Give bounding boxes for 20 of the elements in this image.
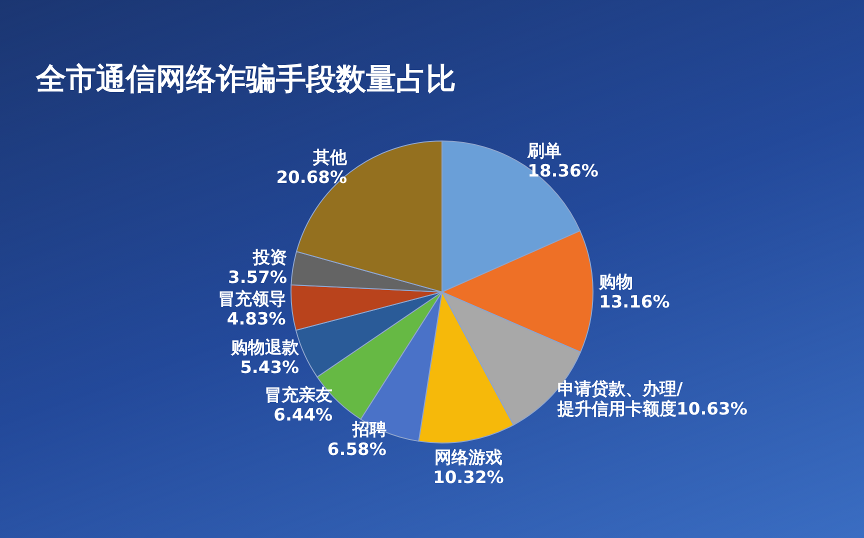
data-label: 18.36% xyxy=(528,161,598,182)
data-label: 10.32% xyxy=(433,468,504,488)
slice-label: 申请贷款、办理/提升信用卡额度10.63% xyxy=(556,379,748,420)
slice-label: 冒充亲友 xyxy=(264,386,333,406)
slice-label: 网络游戏 xyxy=(434,448,502,468)
chart-title: 全市通信网络诈骗手段数量占比 xyxy=(36,61,456,99)
slice-label: 招聘 xyxy=(351,420,386,440)
slice-label: 购物退款 xyxy=(230,338,300,358)
slice-label: 冒充领导 xyxy=(218,289,286,310)
slice-label: 其他 xyxy=(312,148,348,168)
slice-label: 购物 xyxy=(598,272,633,292)
data-label: 6.58% xyxy=(327,440,386,460)
data-label: 5.43% xyxy=(240,358,300,378)
slice-label: 投资 xyxy=(252,248,287,268)
data-label: 4.83% xyxy=(226,309,286,330)
data-label: 20.68% xyxy=(276,168,348,188)
data-label: 6.44% xyxy=(274,406,333,426)
data-label: 13.16% xyxy=(599,292,670,312)
data-label: 3.57% xyxy=(228,268,287,288)
slice-label: 刷单 xyxy=(526,141,562,162)
